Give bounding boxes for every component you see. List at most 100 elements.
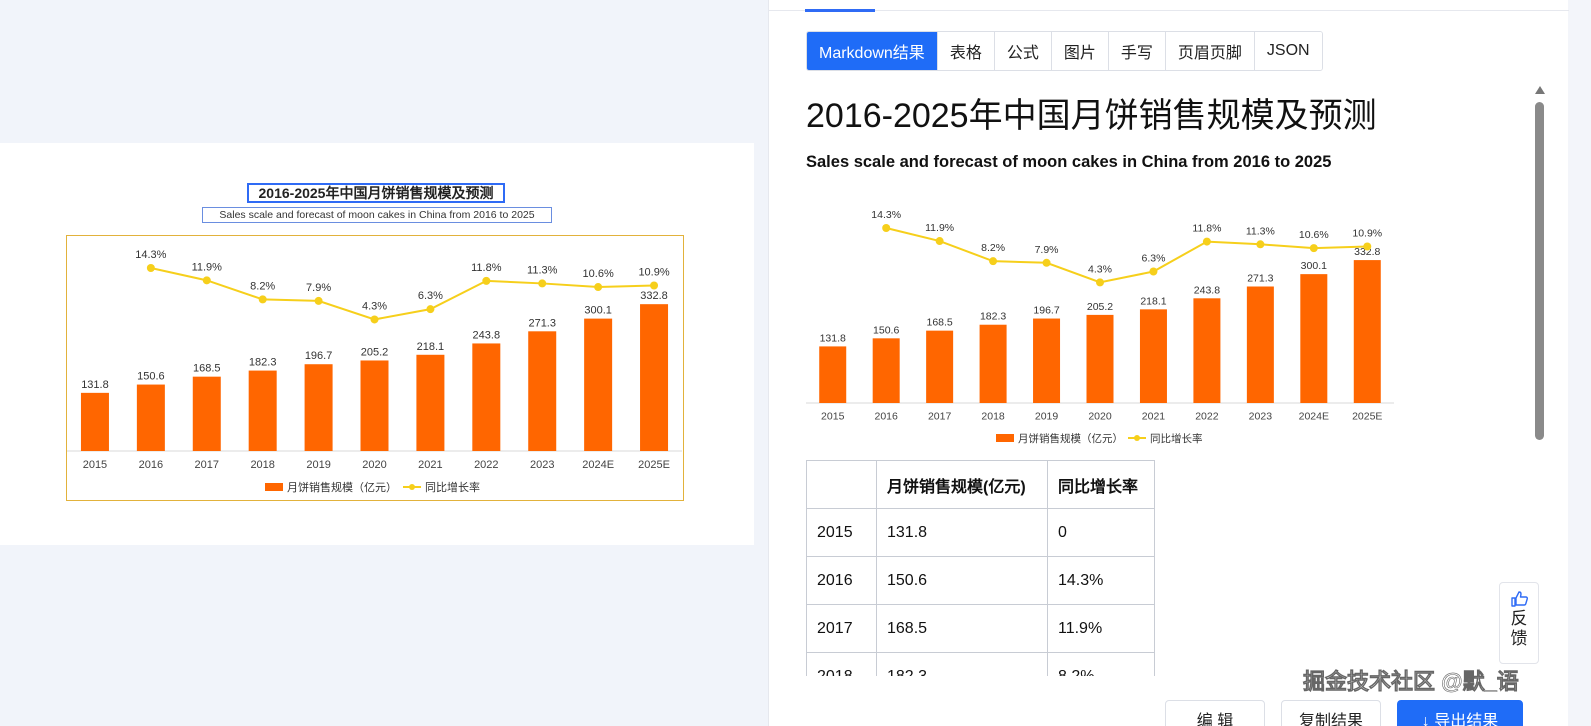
preview-pane: 2016-2025年中国月饼销售规模及预测 Sales scale and fo… xyxy=(0,0,768,726)
table-cell: 168.5 xyxy=(876,604,1048,653)
growth-data-label: 10.9% xyxy=(1352,227,1382,239)
x-tick-label: 2025E xyxy=(1352,411,1382,423)
edit-button[interactable]: 编 辑 xyxy=(1165,700,1265,726)
bar xyxy=(1193,298,1221,403)
x-tick-label: 2022 xyxy=(474,459,498,471)
tab-header-footer[interactable]: 页眉页脚 xyxy=(1165,32,1255,70)
growth-data-label: 6.3% xyxy=(1141,252,1165,264)
legend-bar-swatch xyxy=(265,483,283,491)
growth-data-label: 7.9% xyxy=(1035,244,1059,256)
tab-handwriting[interactable]: 手写 xyxy=(1108,32,1166,70)
source-chart: 131.8 2015 150.6 2016 168.5 2017 182.3 2018 196.… xyxy=(67,249,682,494)
growth-data-label: 7.9% xyxy=(306,282,331,294)
growth-data-label: 8.2% xyxy=(250,280,275,292)
table-cell: 2016 xyxy=(806,556,877,605)
growth-point xyxy=(538,279,547,288)
table-cell: 2018 xyxy=(806,652,877,676)
x-tick-label: 2018 xyxy=(981,411,1005,423)
scroll-up-arrow-icon[interactable] xyxy=(1535,86,1545,94)
result-subheading: Sales scale and forecast of moon cakes i… xyxy=(806,153,1332,171)
growth-point xyxy=(594,283,603,292)
table-cell: 8.2% xyxy=(1047,652,1155,676)
bar xyxy=(136,384,165,451)
table-cell: 2017 xyxy=(806,604,877,653)
tab-table[interactable]: 表格 xyxy=(937,32,995,70)
table-header-cell xyxy=(806,460,877,509)
detected-subtitle-box[interactable]: Sales scale and forecast of moon cakes i… xyxy=(202,207,552,223)
top-tab-indicator xyxy=(805,9,875,12)
result-tabs: Markdown结果 表格 公式 图片 手写 页眉页脚 JSON xyxy=(806,31,1323,71)
vertical-scrollbar[interactable] xyxy=(1533,86,1545,676)
bar-data-label: 218.1 xyxy=(417,341,445,353)
bar xyxy=(416,354,445,451)
x-tick-label: 2016 xyxy=(139,459,163,471)
bar-data-label: 205.2 xyxy=(1087,301,1113,313)
bar-data-label: 196.7 xyxy=(305,350,333,362)
bar xyxy=(819,346,847,403)
copy-result-button[interactable]: 复制结果 xyxy=(1281,700,1381,726)
tab-formula[interactable]: 公式 xyxy=(994,32,1052,70)
bar xyxy=(584,318,613,451)
watermark-text: 掘金技术社区 @默_语 xyxy=(1303,669,1519,695)
growth-data-label: 14.3% xyxy=(871,209,901,221)
table-header-cell: 月饼销售规模(亿元) xyxy=(876,460,1048,509)
table-cell: 0 xyxy=(1047,508,1155,557)
table-cell: 150.6 xyxy=(876,556,1048,605)
detected-chart-box[interactable]: 131.8 2015 150.6 2016 168.5 2017 182.3 2018 196.… xyxy=(66,235,684,501)
bar-data-label: 131.8 xyxy=(81,379,109,391)
bar xyxy=(872,338,900,403)
x-tick-label: 2023 xyxy=(1249,411,1273,423)
table-row: 2018 182.3 8.2% xyxy=(806,652,1155,676)
growth-point xyxy=(1149,267,1158,276)
source-document-image: 2016-2025年中国月饼销售规模及预测 Sales scale and fo… xyxy=(0,143,754,545)
growth-data-label: 11.3% xyxy=(527,264,558,276)
bar xyxy=(192,376,221,451)
growth-data-label: 6.3% xyxy=(418,290,443,302)
detected-title-box[interactable]: 2016-2025年中国月饼销售规模及预测 xyxy=(247,183,505,203)
tab-image[interactable]: 图片 xyxy=(1051,32,1109,70)
table-cell: 14.3% xyxy=(1047,556,1155,605)
legend-bar-label: 月饼销售规模（亿元） xyxy=(1018,432,1123,445)
x-tick-label: 2022 xyxy=(1195,411,1219,423)
feedback-label: 反 xyxy=(1510,609,1528,628)
bar-data-label: 168.5 xyxy=(193,363,221,375)
bar xyxy=(979,324,1007,403)
export-result-button[interactable]: ↓ 导出结果 xyxy=(1397,700,1523,726)
feedback-button[interactable]: 反 馈 xyxy=(1499,582,1539,664)
x-tick-label: 2017 xyxy=(928,411,952,423)
feedback-label: 馈 xyxy=(1510,629,1528,648)
x-tick-label: 2019 xyxy=(306,459,330,471)
table-cell: 11.9% xyxy=(1047,604,1155,653)
growth-point xyxy=(935,237,944,246)
x-tick-label: 2015 xyxy=(83,459,107,471)
scroll-thumb[interactable] xyxy=(1535,102,1544,440)
growth-point xyxy=(482,276,491,285)
bar xyxy=(640,304,669,451)
bar-data-label: 300.1 xyxy=(584,305,612,317)
x-tick-label: 2023 xyxy=(530,459,554,471)
table-cell: 131.8 xyxy=(876,508,1048,557)
bar xyxy=(1139,309,1167,403)
tab-json[interactable]: JSON xyxy=(1254,32,1322,70)
growth-data-label: 11.8% xyxy=(471,262,502,274)
x-tick-label: 2025E xyxy=(638,459,670,471)
bar-data-label: 150.6 xyxy=(137,371,165,383)
tab-markdown[interactable]: Markdown结果 xyxy=(807,32,938,70)
legend-bar-label: 月饼销售规模（亿元） xyxy=(287,480,397,494)
legend-line-marker xyxy=(1134,435,1140,441)
legend-line-marker xyxy=(409,484,415,490)
growth-data-label: 11.8% xyxy=(1192,223,1221,235)
growth-point xyxy=(650,281,659,290)
bar xyxy=(926,330,954,403)
bar xyxy=(360,360,389,451)
growth-point xyxy=(1309,244,1318,253)
legend-line-label: 同比增长率 xyxy=(1150,432,1203,445)
table-cell: 182.3 xyxy=(876,652,1048,676)
x-tick-label: 2021 xyxy=(418,459,442,471)
x-tick-label: 2024E xyxy=(1299,411,1329,423)
bar xyxy=(1300,274,1328,403)
growth-point xyxy=(426,305,435,314)
x-tick-label: 2018 xyxy=(250,459,274,471)
bar-data-label: 182.3 xyxy=(249,357,277,369)
result-heading: 2016-2025年中国月饼销售规模及预测 xyxy=(806,97,1377,135)
